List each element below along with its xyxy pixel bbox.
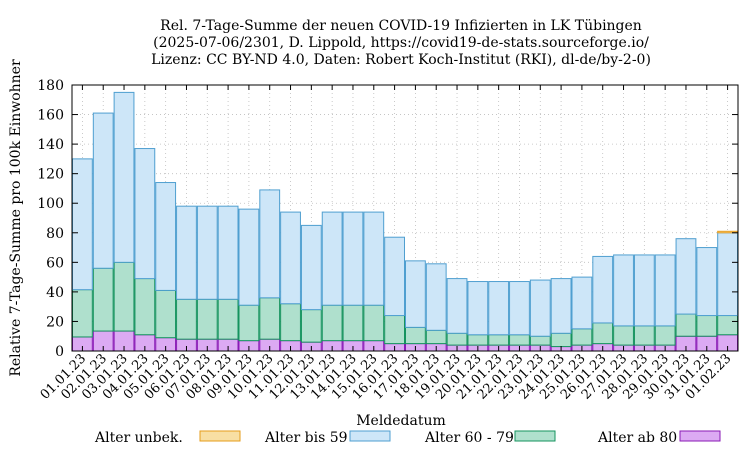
- bar-alter-bis-59-23.01.23: [529, 279, 551, 337]
- bar-alter-60-79-08.01.23: [217, 298, 239, 340]
- chart-title-line-1: Rel. 7-Tage-Summe der neuen COVID-19 Inf…: [160, 18, 642, 34]
- bar-alter-bis-59-06.01.23: [176, 205, 197, 300]
- legend-swatch: [199, 430, 241, 442]
- y-tick-label: 40: [46, 285, 64, 301]
- bar-alter-bis-59-29.01.23: [654, 254, 676, 327]
- legend-label: Alter 60 - 79: [424, 430, 514, 446]
- bar-alter-60-79-10.01.23: [259, 297, 281, 340]
- y-tick-label: 180: [37, 78, 64, 94]
- y-tick-label: 60: [46, 255, 64, 271]
- bar-alter-bis-59-04.01.23: [134, 148, 156, 280]
- bar-alter-bis-59-11.01.23: [280, 211, 301, 305]
- bar-alter-60-79-20.01.23: [467, 334, 489, 346]
- bar-alter-bis-59-12.01.23: [300, 224, 322, 311]
- bar-alter-60-79-01.02.23: [717, 315, 738, 336]
- bar-alter-60-79-30.01.23: [675, 313, 697, 337]
- bar-alter-bis-59-22.01.23: [509, 281, 530, 336]
- bar-alter-bis-59-25.01.23: [571, 276, 593, 330]
- bar-alter-bis-59-08.01.23: [217, 205, 239, 300]
- bar-alter-bis-59-24.01.23: [550, 278, 572, 334]
- x-axis-label: Meldedatum: [356, 413, 446, 429]
- bar-alter-bis-59-27.01.23: [613, 254, 634, 327]
- bar-alter-bis-59-09.01.23: [238, 208, 260, 306]
- bar-alter-bis-59-05.01.23: [155, 182, 177, 291]
- y-tick-label: 0: [55, 344, 64, 360]
- bar-alter-60-79-24.01.23: [550, 332, 572, 348]
- y-tick-label: 160: [37, 108, 64, 124]
- bar-alter-60-79-11.01.23: [280, 303, 301, 342]
- bar-alter-60-79-25.01.23: [571, 328, 593, 346]
- bar-alter-60-79-17.01.23: [405, 326, 426, 345]
- bar-alter-60-79-09.01.23: [238, 304, 260, 342]
- bar-alter-60-79-14.01.23: [342, 304, 364, 342]
- bar-alter-bis-59-14.01.23: [342, 211, 364, 306]
- bar-alter-60-79-07.01.23: [196, 298, 218, 340]
- chart-title-line-2: (2025-07-06/2301, D. Lippold, https://co…: [153, 35, 649, 51]
- bar-alter-bis-59-31.01.23: [696, 247, 718, 317]
- bar-alter-bis-59-15.01.23: [363, 211, 385, 306]
- plot-frame: [71, 84, 739, 352]
- y-tick-label: 80: [46, 226, 64, 242]
- bar-alter-60-79-16.01.23: [384, 315, 405, 345]
- bar-alter-60-79-06.01.23: [176, 298, 197, 340]
- bar-alter-60-79-26.01.23: [592, 322, 614, 345]
- chart-title: Rel. 7-Tage-Summe der neuen COVID-19 Inf…: [151, 18, 651, 68]
- bars: [72, 91, 738, 352]
- bar-alter-bis-59-01.02.23: [717, 232, 738, 317]
- bar-alter-60-79-05.01.23: [155, 289, 177, 339]
- bar-alter-60-79-27.01.23: [613, 325, 634, 346]
- bar-alter-60-79-15.01.23: [363, 304, 385, 342]
- bar-alter-bis-59-02.01.23: [92, 112, 114, 269]
- bar-alter-bis-59-28.01.23: [633, 254, 655, 327]
- legend-swatch: [679, 430, 721, 442]
- bar-alter-60-79-29.01.23: [654, 325, 676, 346]
- bar-alter-bis-59-20.01.23: [467, 281, 489, 336]
- bar-alter-bis-59-26.01.23: [592, 255, 614, 324]
- bar-alter-60-79-19.01.23: [446, 332, 468, 346]
- chart-title-line-3: Lizenz: CC BY-ND 4.0, Daten: Robert Koch…: [151, 52, 651, 68]
- bar-alter-bis-59-01.01.23: [72, 158, 93, 291]
- legend-swatch: [514, 430, 556, 442]
- bar-alter-bis-59-10.01.23: [259, 189, 281, 299]
- bar-alter-60-79-03.01.23: [113, 261, 135, 332]
- y-axis: 0 20 40 60 80 100 120 140 160 180: [37, 78, 738, 360]
- bar-alter-bis-59-03.01.23: [113, 91, 135, 263]
- bar-alter-60-79-18.01.23: [425, 329, 447, 345]
- bar-alter-bis-59-19.01.23: [446, 278, 468, 334]
- y-tick-label: 140: [37, 137, 64, 153]
- bar-alter-bis-59-18.01.23: [425, 263, 447, 331]
- legend-label: Alter bis 59: [264, 430, 348, 446]
- bar-alter-60-79-02.01.23: [92, 267, 114, 332]
- bar-alter-60-79-28.01.23: [633, 325, 655, 346]
- y-tick-label: 100: [37, 196, 64, 212]
- bar-alter-bis-59-17.01.23: [405, 260, 426, 328]
- bar-alter-60-79-04.01.23: [134, 278, 156, 336]
- bar-alter-60-79-23.01.23: [529, 335, 551, 346]
- bar-alter-bis-59-07.01.23: [196, 205, 218, 300]
- bar-alter-60-79-12.01.23: [300, 309, 322, 343]
- bar-alter-bis-59-16.01.23: [384, 236, 405, 317]
- legend-label: Alter ab 80: [597, 430, 677, 446]
- legend-label: Alter unbek.: [94, 430, 183, 446]
- legend: Alter unbek. Alter bis 59 Alter 60 - 79 Alt…: [94, 430, 721, 446]
- bar-alter-60-79-01.01.23: [72, 289, 93, 338]
- bar-alter-60-79-13.01.23: [321, 304, 343, 342]
- bar-alter-60-79-22.01.23: [509, 334, 530, 346]
- bar-alter-60-79-21.01.23: [488, 334, 510, 346]
- y-tick-label: 20: [46, 314, 64, 330]
- bar-alter-bis-59-21.01.23: [488, 281, 510, 336]
- bar-alter-bis-59-13.01.23: [321, 211, 343, 306]
- bar-alter-60-79-31.01.23: [696, 315, 718, 337]
- legend-swatch: [349, 430, 391, 442]
- bar-alter-bis-59-30.01.23: [675, 238, 697, 315]
- y-axis-label: Relative 7-Tage-Summe pro 100k Einwohner: [8, 59, 24, 377]
- y-tick-label: 120: [37, 167, 64, 183]
